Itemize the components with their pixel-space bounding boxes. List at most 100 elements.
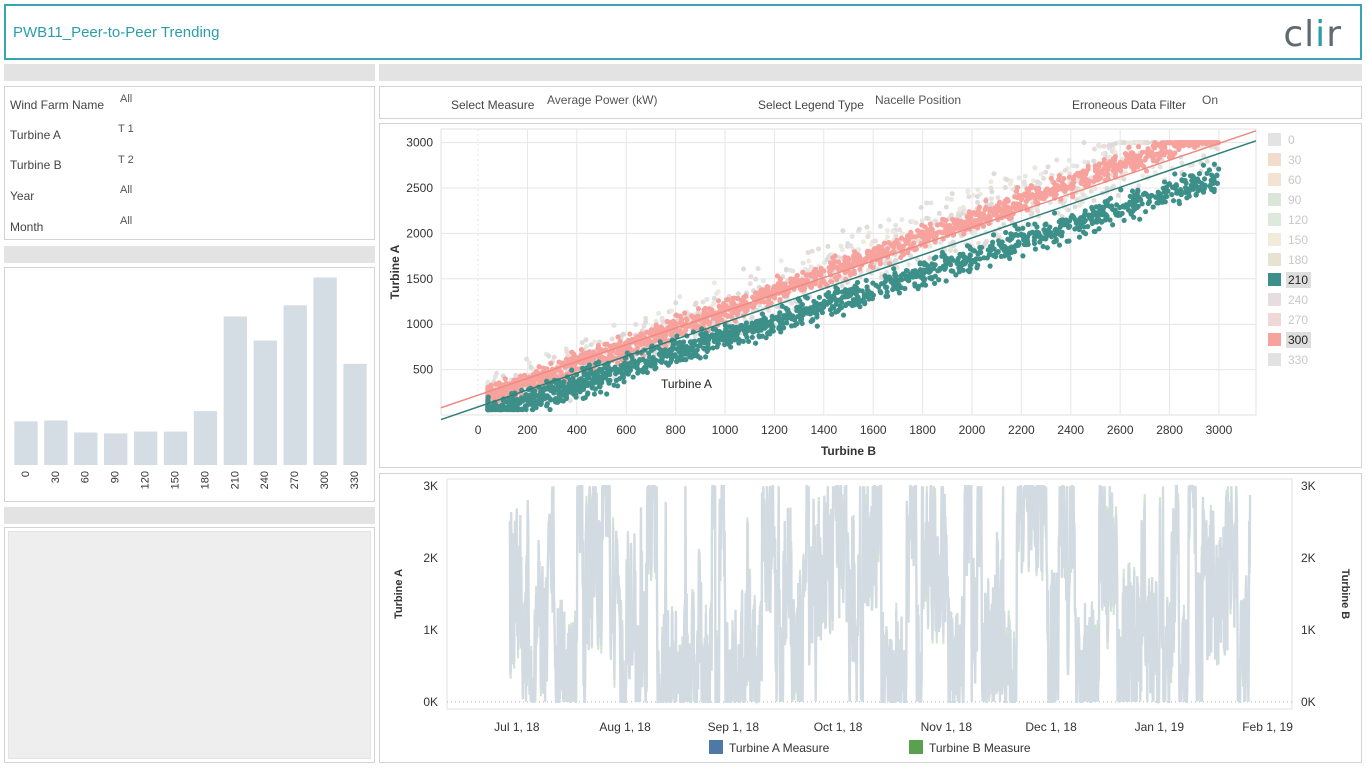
point-210 xyxy=(875,284,882,290)
point-210 xyxy=(1090,206,1096,213)
point-300 xyxy=(967,216,973,223)
point-300 xyxy=(987,206,994,212)
point-210 xyxy=(1130,194,1136,200)
point-300 xyxy=(764,299,770,305)
filter-wind-farm-select[interactable]: All xyxy=(120,93,133,105)
legend-label-120[interactable]: 120 xyxy=(1288,213,1308,227)
legend-swatch-turbine-b[interactable] xyxy=(909,740,923,754)
point-300 xyxy=(738,297,744,303)
legend-swatch-240[interactable] xyxy=(1268,293,1281,306)
dashboard-header: PWB11_Peer-to-Peer Trending clir xyxy=(4,4,1362,60)
point-300 xyxy=(1107,159,1113,165)
filter-month-select[interactable]: All xyxy=(120,215,133,227)
point-other xyxy=(949,191,955,197)
legend-label-turbine-b[interactable]: Turbine B Measure xyxy=(929,741,1031,755)
legend-label-90[interactable]: 90 xyxy=(1288,193,1302,207)
legend-swatch-turbine-a[interactable] xyxy=(709,740,723,754)
legend-swatch-210[interactable] xyxy=(1268,273,1281,286)
point-300 xyxy=(780,283,786,290)
point-other xyxy=(789,300,795,306)
legend-label-180[interactable]: 180 xyxy=(1288,253,1308,267)
bar-270 xyxy=(283,305,307,465)
point-210 xyxy=(967,252,973,259)
legend-swatch-30[interactable] xyxy=(1268,153,1281,166)
point-other xyxy=(1091,146,1097,152)
scatter-chart[interactable]: 0 200 400 600 800 1000 1200 1400 1600 1800 2000 220… xyxy=(380,124,1361,467)
point-210 xyxy=(743,330,749,336)
point-other xyxy=(1037,181,1043,187)
point-300 xyxy=(723,303,729,309)
legend-label-210[interactable]: 210 xyxy=(1288,273,1308,287)
legend-label-60[interactable]: 60 xyxy=(1288,173,1302,187)
point-300 xyxy=(891,244,897,250)
point-300 xyxy=(669,323,675,330)
legend-label-150[interactable]: 150 xyxy=(1288,233,1308,247)
point-300 xyxy=(1167,149,1173,155)
legend-label-30[interactable]: 30 xyxy=(1288,153,1302,167)
point-210 xyxy=(1021,241,1027,248)
filter-label-turbine-a: Turbine A xyxy=(10,128,61,142)
point-210 xyxy=(640,369,646,375)
legend-swatch-60[interactable] xyxy=(1268,173,1281,186)
point-other xyxy=(1215,146,1221,152)
point-210 xyxy=(510,402,517,408)
legend-swatch-270[interactable] xyxy=(1268,313,1281,326)
point-210 xyxy=(598,389,604,395)
point-300 xyxy=(996,199,1003,205)
point-210 xyxy=(1135,187,1141,193)
point-300 xyxy=(919,222,925,228)
point-210 xyxy=(1116,211,1122,217)
point-210 xyxy=(1016,226,1022,232)
timeseries-chart[interactable]: 0K 0K 1K 1K 2K 2K 3K 3K Jul 1, 18 Aug 1, 18 Sep 1,… xyxy=(380,474,1361,762)
legend-label-270[interactable]: 270 xyxy=(1288,313,1308,327)
point-210 xyxy=(942,262,949,268)
point-300 xyxy=(857,266,863,272)
point-other xyxy=(800,260,806,266)
bar-label-0: 0 xyxy=(20,471,32,477)
point-other xyxy=(579,340,585,346)
legend-swatch-330[interactable] xyxy=(1268,353,1281,366)
point-210 xyxy=(592,386,598,392)
legend-label-240[interactable]: 240 xyxy=(1288,293,1308,307)
point-other xyxy=(546,353,552,359)
point-other xyxy=(884,228,890,234)
legend-label-turbine-a[interactable]: Turbine A Measure xyxy=(729,741,830,755)
erroneous-data-filter-toggle[interactable]: On xyxy=(1202,93,1219,107)
point-300 xyxy=(804,272,810,278)
point-210 xyxy=(860,297,866,303)
point-210 xyxy=(1201,176,1208,182)
left-section-header xyxy=(4,64,375,81)
select-measure-dropdown[interactable]: Average Power (kW) xyxy=(547,93,658,107)
legend-label-300[interactable]: 300 xyxy=(1288,333,1308,347)
legend-label-0[interactable]: 0 xyxy=(1288,133,1295,147)
legend-swatch-90[interactable] xyxy=(1268,193,1281,206)
legend-swatch-120[interactable] xyxy=(1268,213,1281,226)
filter-turbine-b-select[interactable]: T 2 xyxy=(118,154,134,166)
map-area[interactable] xyxy=(8,531,371,759)
filter-turbine-a-select[interactable]: T 1 xyxy=(118,123,134,135)
point-300 xyxy=(776,280,782,286)
select-legend-type-dropdown[interactable]: Nacelle Position xyxy=(875,93,962,107)
x-tick-label: 2200 xyxy=(1008,423,1035,437)
point-300 xyxy=(548,360,554,367)
point-210 xyxy=(644,361,651,367)
legend-swatch-0[interactable] xyxy=(1268,133,1281,146)
point-210 xyxy=(903,273,909,279)
point-other xyxy=(755,266,761,272)
point-210 xyxy=(840,312,847,318)
point-300 xyxy=(995,206,1001,212)
point-210 xyxy=(603,370,609,376)
legend-swatch-300[interactable] xyxy=(1268,333,1281,346)
filter-year-select[interactable]: All xyxy=(120,184,133,196)
legend-swatch-180[interactable] xyxy=(1268,253,1281,266)
point-other xyxy=(988,185,994,191)
point-300 xyxy=(918,229,925,235)
point-210 xyxy=(1043,221,1049,227)
point-210 xyxy=(750,322,756,328)
point-300 xyxy=(1114,162,1120,169)
legend-swatch-150[interactable] xyxy=(1268,233,1281,246)
point-300 xyxy=(674,327,680,333)
point-300 xyxy=(1209,140,1215,146)
legend-label-330[interactable]: 330 xyxy=(1288,353,1308,367)
point-other xyxy=(893,257,899,263)
